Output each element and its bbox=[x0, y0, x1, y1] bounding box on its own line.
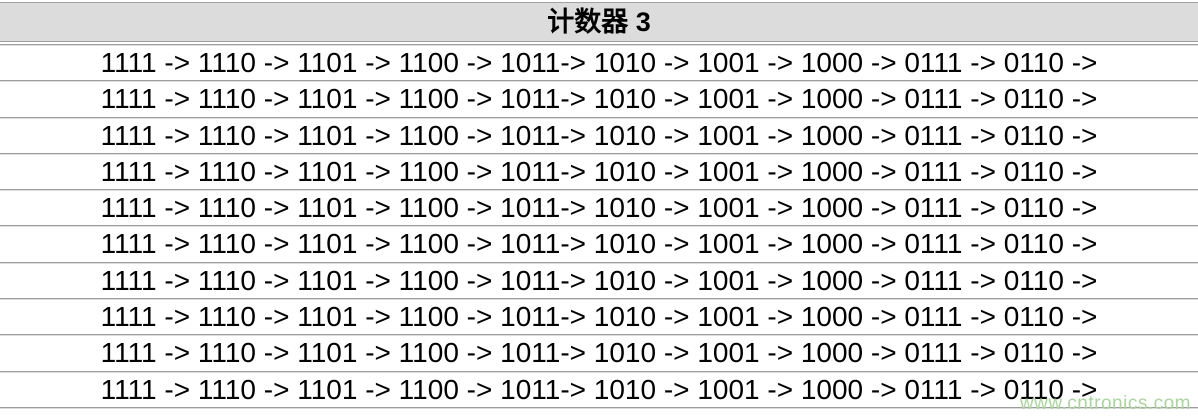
counter-sequence-table: 计数器 3 1111 -> 1110 -> 1101 -> 1100 -> 10… bbox=[0, 2, 1198, 409]
sequence-row: 1111 -> 1110 -> 1101 -> 1100 -> 1011-> 1… bbox=[0, 298, 1198, 335]
table-bottom-border bbox=[0, 406, 1198, 409]
sequence-row: 1111 -> 1110 -> 1101 -> 1100 -> 1011-> 1… bbox=[0, 225, 1198, 262]
header-gap bbox=[0, 42, 1198, 44]
sequence-row: 1111 -> 1110 -> 1101 -> 1100 -> 1011-> 1… bbox=[0, 370, 1198, 407]
sequence-row: 1111 -> 1110 -> 1101 -> 1100 -> 1011-> 1… bbox=[0, 189, 1198, 226]
sequence-row: 1111 -> 1110 -> 1101 -> 1100 -> 1011-> 1… bbox=[0, 261, 1198, 299]
table-header-title: 计数器 3 bbox=[0, 2, 1198, 42]
sequence-row: 1111 -> 1110 -> 1101 -> 1100 -> 1011-> 1… bbox=[0, 152, 1198, 190]
sequence-row: 1111 -> 1110 -> 1101 -> 1100 -> 1011-> 1… bbox=[0, 80, 1198, 117]
watermark: www.cntronics.com bbox=[1019, 393, 1191, 414]
sequence-row: 1111 -> 1110 -> 1101 -> 1100 -> 1011-> 1… bbox=[0, 334, 1198, 371]
sequence-row: 1111 -> 1110 -> 1101 -> 1100 -> 1011-> 1… bbox=[0, 44, 1198, 81]
sequence-row: 1111 -> 1110 -> 1101 -> 1100 -> 1011-> 1… bbox=[0, 116, 1198, 153]
